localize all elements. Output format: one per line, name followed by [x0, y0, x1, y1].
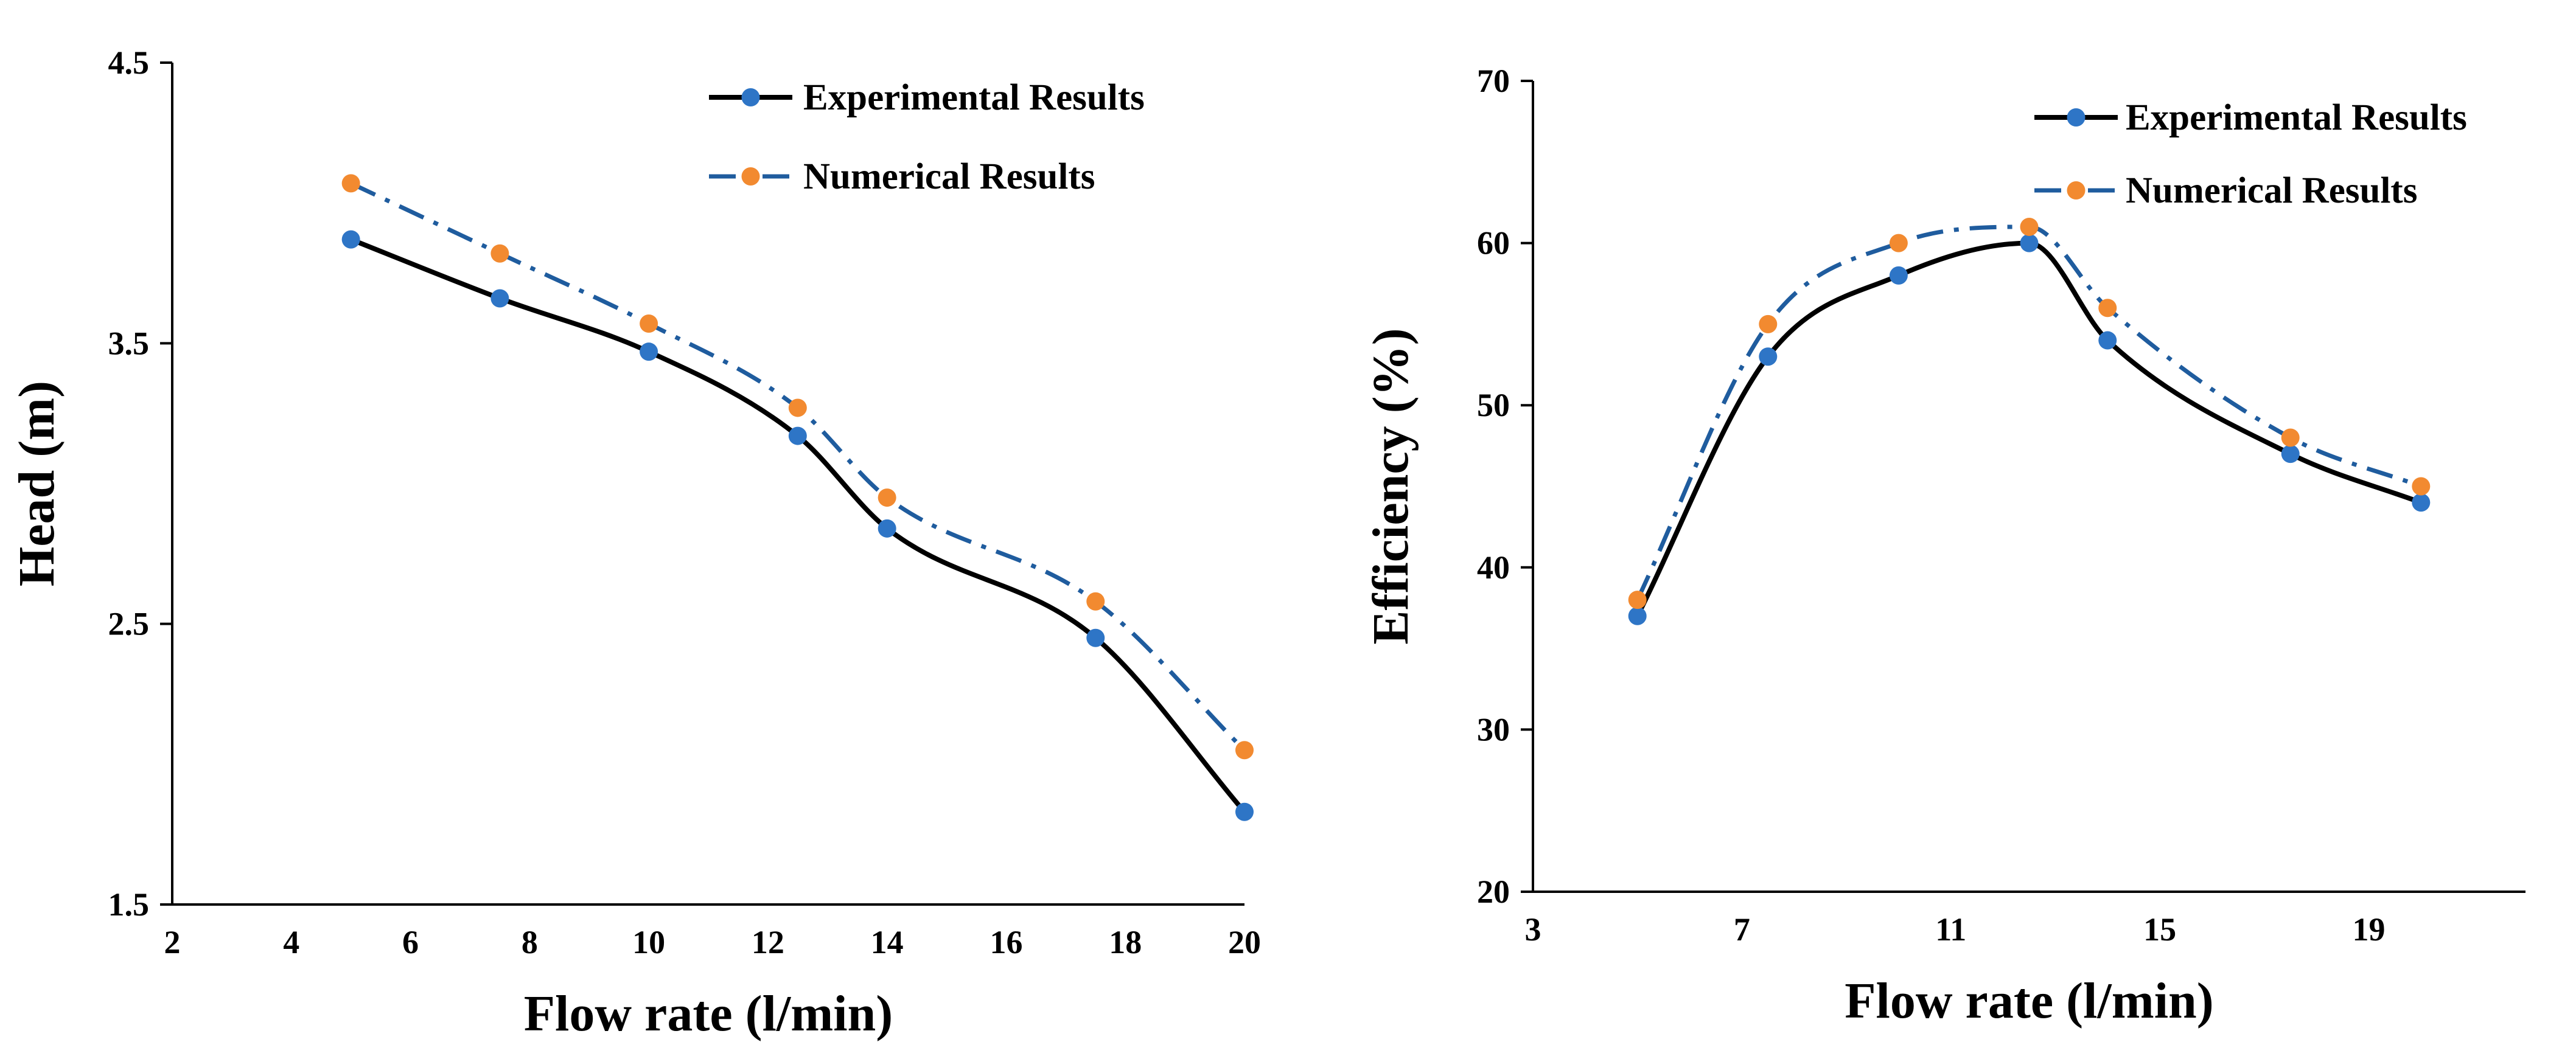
experimental-data-point [2281, 445, 2300, 464]
x-tick-label: 18 [1109, 924, 1142, 960]
y-tick-label: 20 [1477, 873, 1510, 910]
y-axis-title: Head (m) [9, 381, 65, 586]
y-tick-label: 4.5 [108, 44, 150, 81]
numerical-data-point [2098, 299, 2117, 318]
y-tick-label: 40 [1477, 549, 1510, 586]
numerical-data-point [1889, 234, 1908, 252]
numerical-series-line [1635, 224, 2422, 601]
x-tick-label: 6 [402, 924, 419, 960]
numerical-data-point [1235, 741, 1254, 760]
experimental-data-point [2020, 234, 2039, 252]
experimental-data-point [1889, 266, 1908, 285]
experimental-series-line [1635, 240, 2422, 617]
y-tick-label: 30 [1477, 711, 1510, 748]
legend-experimental-marker [2067, 108, 2086, 127]
experimental-data-point [2098, 331, 2117, 350]
legend-numerical-marker [2067, 181, 2086, 200]
numerical-data-point [490, 244, 509, 263]
numerical-data-point [341, 174, 360, 193]
x-tick-label: 11 [1935, 911, 1966, 948]
head-chart: 1.5 2.5 3.5 4.5 2 4 6 8 10 12 14 16 18 20 Flow rate (l… [9, 44, 1261, 1042]
numerical-data-point [2281, 428, 2300, 447]
x-tick-label: 16 [990, 924, 1022, 960]
x-tick-label: 19 [2352, 911, 2385, 948]
x-tick-label: 8 [522, 924, 538, 960]
experimental-data-point [490, 289, 509, 308]
experimental-data-point [788, 426, 807, 445]
x-tick-label: 3 [1525, 911, 1541, 948]
legend-numerical-marker [741, 167, 760, 186]
x-tick-label: 7 [1734, 911, 1750, 948]
x-tick-label: 4 [283, 924, 299, 960]
y-tick-label: 70 [1477, 63, 1510, 99]
x-tick-label: 12 [752, 924, 784, 960]
x-axis-title: Flow rate (l/min) [524, 985, 893, 1042]
x-tick-label: 15 [2143, 911, 2176, 948]
experimental-data-point [1086, 628, 1105, 647]
legend-numerical-label: Numerical Results [2126, 170, 2417, 211]
legend-experimental-label: Experimental Results [2126, 97, 2467, 138]
x-tick-label: 14 [871, 924, 904, 960]
numerical-data-point [2412, 477, 2431, 496]
x-tick-label: 20 [1228, 924, 1261, 960]
numerical-series-line [350, 181, 1246, 752]
y-axis-title: Efficiency (%) [1363, 328, 1419, 644]
y-tick-label: 2.5 [108, 606, 150, 642]
experimental-data-point [878, 519, 896, 538]
x-tick-label: 2 [164, 924, 181, 960]
numerical-data-point [640, 314, 658, 333]
y-tick-label: 60 [1477, 225, 1510, 262]
x-axis-title: Flow rate (l/min) [1845, 973, 2214, 1029]
y-tick-label: 50 [1477, 387, 1510, 423]
y-tick-label: 1.5 [108, 886, 150, 923]
numerical-data-point [788, 398, 807, 417]
experimental-data-point [341, 230, 360, 249]
legend-experimental-marker [741, 88, 760, 106]
experimental-data-point [2412, 493, 2431, 512]
y-tick-label: 3.5 [108, 325, 150, 361]
numerical-data-point [1628, 591, 1647, 609]
legend-numerical-label: Numerical Results [803, 156, 1095, 197]
experimental-data-point [1235, 802, 1254, 821]
experimental-data-point [1628, 606, 1647, 625]
numerical-data-point [878, 488, 896, 507]
efficiency-chart: 20 30 40 50 60 70 3 7 11 15 19 Flow rate (l/min) Eff… [1363, 63, 2525, 1029]
experimental-data-point [1759, 347, 1778, 366]
numerical-data-point [1086, 592, 1105, 611]
legend-experimental-label: Experimental Results [803, 77, 1145, 118]
x-tick-label: 10 [632, 924, 665, 960]
experimental-data-point [640, 342, 658, 361]
numerical-data-point [2020, 217, 2039, 236]
experimental-series-line [350, 237, 1247, 814]
numerical-data-point [1759, 314, 1778, 333]
